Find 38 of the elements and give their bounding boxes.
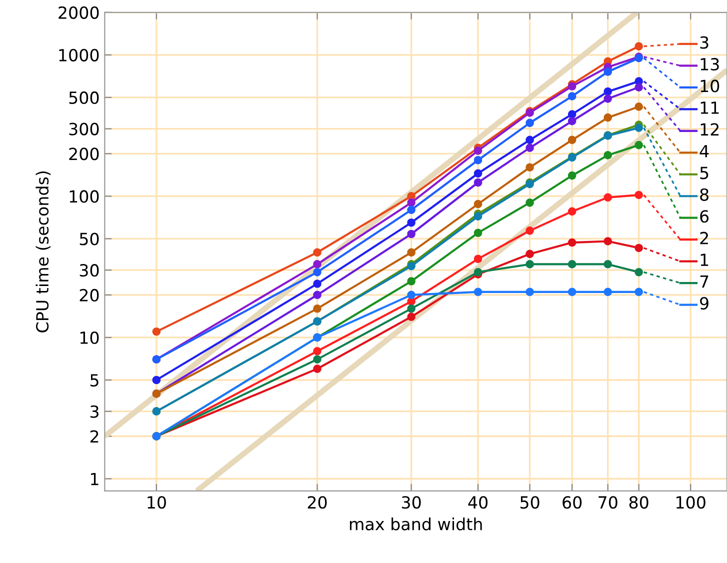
y-tick-label: 1000 xyxy=(59,48,99,62)
y-tick-label: 2 xyxy=(90,430,98,443)
x-tick-label: 60 xyxy=(562,496,582,509)
legend-label: 7 xyxy=(700,275,708,288)
x-tick-label: 50 xyxy=(520,496,540,509)
x-tick-label: 20 xyxy=(308,496,327,509)
x-tick-label: 30 xyxy=(402,496,421,509)
x-tick-label: 80 xyxy=(629,496,648,509)
y-axis-title: CPU time (seconds) xyxy=(36,171,51,332)
y-tick-label: 100 xyxy=(70,190,99,203)
y-tick-label: 500 xyxy=(69,91,99,104)
legend-label: 5 xyxy=(700,166,708,180)
y-tick-label: 200 xyxy=(69,148,99,160)
legend-label: 9 xyxy=(700,297,708,310)
legend-label: 10 xyxy=(700,80,720,92)
y-tick-label: 30 xyxy=(80,264,99,277)
y-tick-label: 5 xyxy=(90,374,98,387)
legend-label: 13 xyxy=(700,58,719,71)
legend-label: 8 xyxy=(700,188,708,201)
legend-label: 11 xyxy=(700,102,719,114)
x-tick-label: 40 xyxy=(468,496,488,509)
legend-label: 12 xyxy=(700,123,719,136)
legend-label: 3 xyxy=(700,36,708,49)
legend-label: 1 xyxy=(700,254,708,266)
y-tick-label: 1 xyxy=(91,472,98,486)
x-tick-label: 70 xyxy=(598,496,618,509)
y-tick-label: 20 xyxy=(80,288,99,302)
legend-label: 4 xyxy=(700,145,709,158)
x-axis-title: max band width xyxy=(350,517,482,530)
y-tick-label: 300 xyxy=(69,122,99,136)
legend-label: 6 xyxy=(700,210,709,223)
legend-label: 2 xyxy=(700,232,708,244)
y-tick-label: 50 xyxy=(80,232,99,246)
y-tick-label: 10 xyxy=(80,331,99,344)
x-tick-label: 100 xyxy=(676,496,706,509)
y-tick-label: 3 xyxy=(90,405,98,418)
x-tick-label: 10 xyxy=(148,496,166,509)
y-tick-label: 2000 xyxy=(58,6,99,19)
